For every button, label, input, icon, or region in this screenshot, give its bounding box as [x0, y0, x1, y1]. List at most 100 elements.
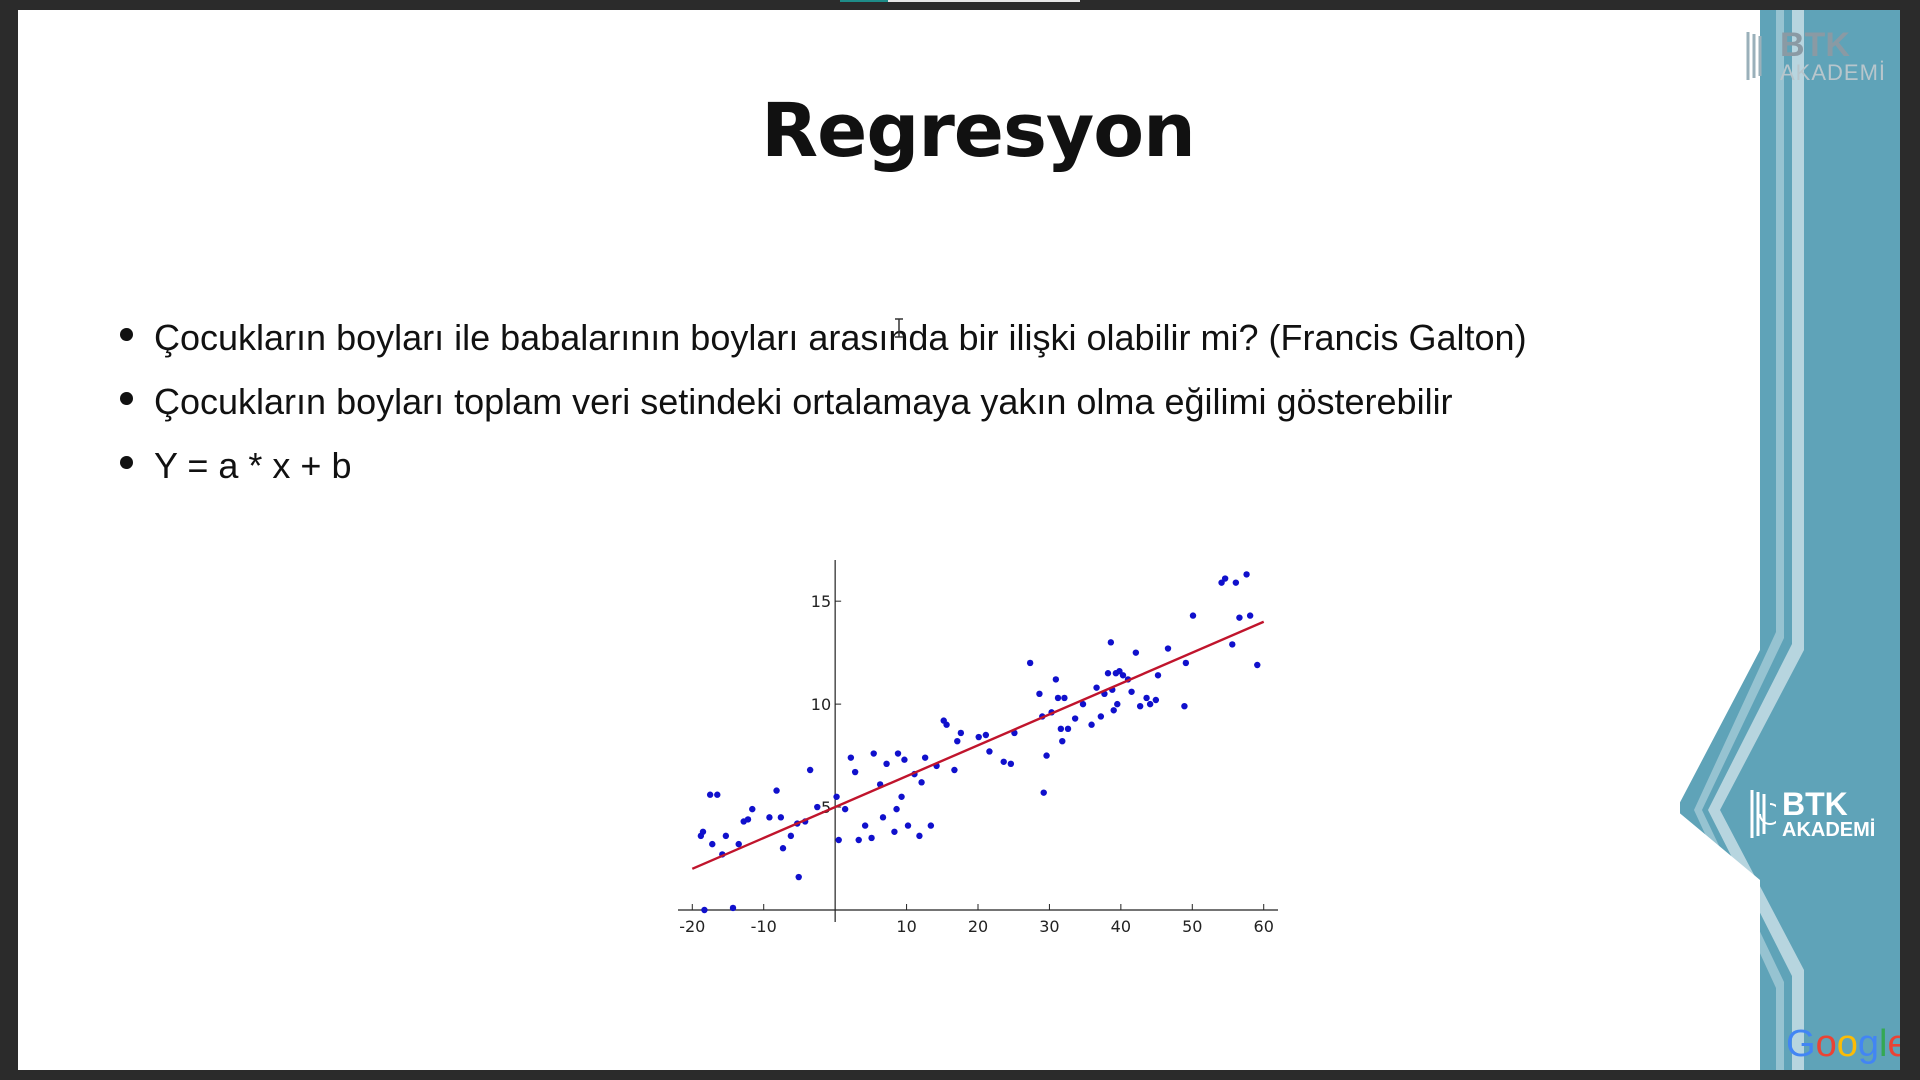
data-point [1007, 760, 1015, 768]
btk-top-logo-line1: BTK [1780, 26, 1850, 64]
data-point [701, 906, 708, 914]
data-point [766, 814, 773, 821]
side-panel-stripe [1708, 10, 1804, 1070]
btk-flag-icon [1746, 32, 1762, 80]
data-point [921, 754, 929, 761]
data-point [1107, 639, 1115, 646]
data-point [943, 721, 950, 728]
data-point [729, 904, 737, 912]
data-point [706, 791, 714, 798]
data-point [814, 803, 821, 811]
data-point [833, 793, 840, 800]
x-tick-label: 10 [896, 917, 916, 936]
data-point [1136, 702, 1144, 710]
data-point [787, 832, 795, 840]
data-point [951, 766, 958, 774]
data-point [1189, 612, 1197, 619]
x-tick-label: 50 [1182, 917, 1202, 936]
data-point [1000, 758, 1007, 765]
data-point [927, 822, 935, 829]
data-point [1128, 688, 1135, 695]
data-point [1104, 670, 1112, 677]
data-point [777, 814, 785, 821]
data-point [1152, 696, 1160, 704]
data-point [891, 828, 898, 835]
data-point [1097, 713, 1105, 720]
data-point [841, 805, 849, 813]
data-point [744, 816, 752, 823]
data-point [870, 750, 877, 757]
x-tick-label: 30 [1039, 917, 1059, 936]
data-point [1154, 672, 1162, 679]
data-point [749, 805, 756, 813]
data-point [1054, 694, 1062, 702]
btk-flag-icon [1750, 790, 1776, 838]
side-panel-stripe-2 [1694, 10, 1784, 1070]
btk-side-logo-line2: AKADEMİ [1782, 819, 1876, 841]
data-point [1146, 700, 1154, 708]
data-point [1164, 645, 1172, 652]
x-tick-label: 40 [1111, 917, 1131, 936]
y-tick-label: 10 [811, 695, 831, 714]
data-point [957, 729, 965, 737]
btk-side-panel [1680, 10, 1920, 1070]
data-point [1061, 694, 1068, 702]
bullet-list: Çocukların boyları ile babalarının boyla… [114, 306, 1527, 498]
x-tick-label: -20 [679, 917, 705, 936]
data-point [1059, 737, 1066, 745]
data-point [1093, 684, 1100, 691]
btk-top-logo-line2: AKADEMİ [1780, 60, 1887, 85]
data-point [861, 822, 869, 829]
data-point [918, 779, 925, 786]
x-tick-label: 60 [1254, 917, 1274, 936]
data-point [795, 873, 802, 881]
google-letter: g [1857, 1023, 1879, 1065]
data-point [1026, 659, 1034, 667]
data-point [904, 822, 912, 829]
regression-line [691, 620, 1265, 870]
data-point [1232, 579, 1240, 586]
window-top-strip [0, 0, 1920, 10]
btk-side-logo-line1: BTK [1782, 786, 1848, 822]
data-point [1236, 614, 1243, 621]
data-point [1052, 676, 1060, 683]
data-point [1110, 707, 1117, 714]
data-point [1254, 661, 1261, 669]
window-tab-accent [840, 0, 888, 2]
x-tick-label: -10 [751, 917, 777, 936]
data-point [1036, 690, 1043, 698]
data-point [1181, 702, 1188, 710]
data-point [883, 760, 890, 768]
data-point [847, 754, 855, 761]
data-point [986, 748, 993, 755]
bullet-text: Çocukların boyları toplam veri setindeki… [154, 381, 1453, 422]
y-tick-label: 5 [821, 798, 831, 817]
data-point [1182, 659, 1190, 667]
bullet-item: Y = a * x + b [114, 434, 1527, 498]
data-point [806, 766, 814, 774]
data-point [954, 737, 961, 745]
window-tab-indicator[interactable] [840, 0, 1080, 2]
data-point [1079, 700, 1087, 708]
data-point [894, 750, 902, 757]
data-point [1221, 575, 1229, 582]
data-point [982, 731, 990, 739]
google-letter: l [1878, 1023, 1888, 1065]
data-point [901, 756, 908, 763]
bullet-text: Çocukların boyları ile babalarının boyla… [154, 317, 1527, 358]
data-point [1132, 649, 1140, 656]
data-point [835, 836, 842, 844]
data-point [1119, 672, 1127, 679]
data-point [1064, 725, 1072, 733]
data-point [1040, 789, 1047, 796]
bullet-text: Y = a * x + b [154, 445, 352, 486]
data-point [855, 836, 862, 844]
data-point [699, 828, 707, 835]
data-point [879, 814, 887, 821]
data-point [773, 787, 780, 794]
data-point [1229, 641, 1236, 648]
window-frame-right [1900, 0, 1920, 1080]
y-tick-label: 15 [811, 592, 831, 611]
data-point [1243, 571, 1250, 578]
bullet-item: Çocukların boyları toplam veri setindeki… [114, 370, 1527, 434]
